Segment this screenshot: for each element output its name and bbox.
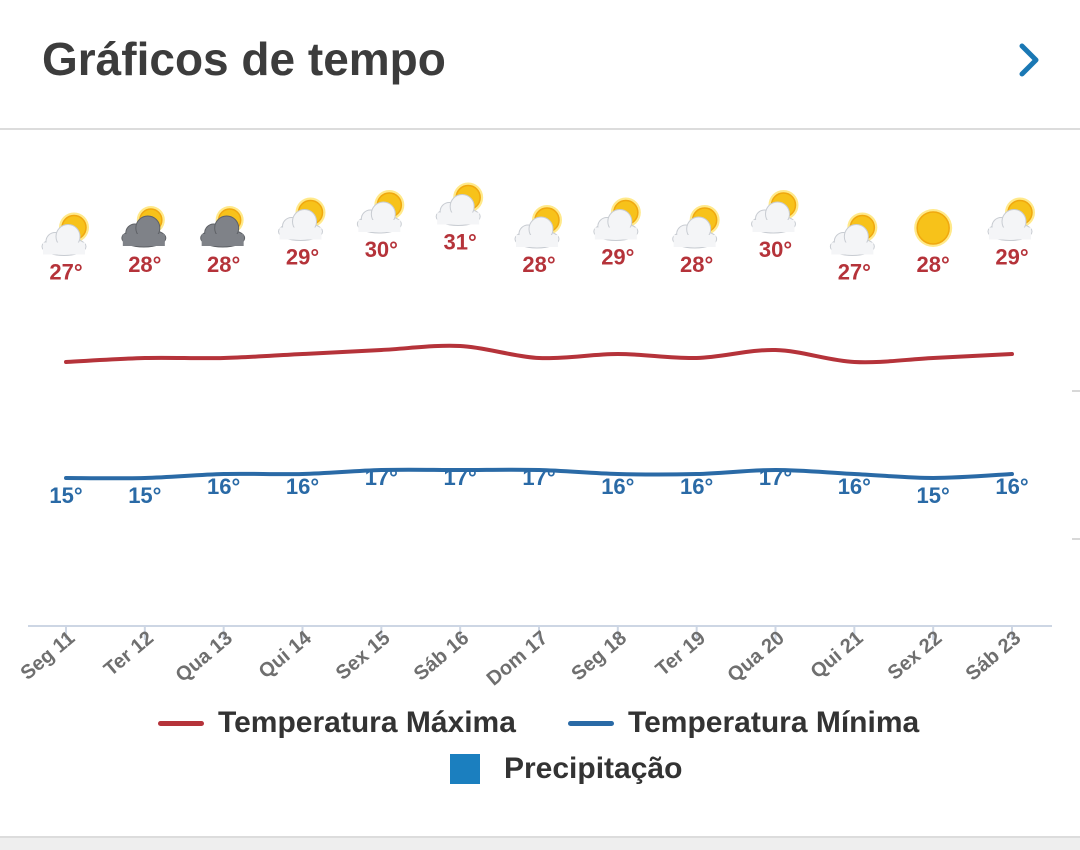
min-temp-label: 16° [995,474,1028,499]
min-temp-label: 16° [601,474,634,499]
max-temp-label: 28° [128,252,161,277]
x-tick-label: Qui 21 [807,627,868,683]
sun-icon [914,209,953,247]
max-temp-label: 29° [286,245,319,270]
legend-label-min: Temperatura Mínima [628,706,920,739]
max-temp-label: 31° [444,230,477,255]
max-temp-label: 28° [680,252,713,277]
series-line-min [64,467,1014,481]
temperature-chart: Seg 11 Ter 12 Qua 13 Qui 14 Sex 15 Sáb 16 Dom … [17,182,1052,690]
max-temp-label: 29° [601,245,634,270]
partly-cloudy-icon [672,205,720,249]
partly-cloudy-icon [987,197,1035,241]
min-temp-label: 15° [128,483,161,508]
min-temp-label: 16° [680,474,713,499]
x-tick-label: Qua 13 [172,627,237,687]
legend-item-min: Temperatura Mínima [568,706,919,740]
x-tick-label: Qua 20 [723,627,788,687]
min-temp-label: 17° [365,465,398,490]
partly-cloudy-icon [829,212,878,256]
header: Gráficos de tempo [0,0,1080,130]
x-tick-label: Dom 17 [483,627,552,690]
min-temp-label: 15° [917,483,950,508]
min-temp-label: 16° [286,474,319,499]
min-temp-label: 17° [759,465,792,490]
partly-cloudy-icon [435,182,484,226]
footer-divider [0,836,1080,850]
max-temp-label: 29° [995,245,1028,270]
partly-cloudy-icon [751,190,799,234]
side-mark [1072,390,1080,392]
x-tick-label: Ter 19 [652,627,710,681]
x-tick-label: Ter 12 [100,627,158,681]
page-title: Gráficos de tempo [42,33,446,85]
legend-label-precip: Precipitação [504,752,683,785]
legend-swatch-max [158,720,204,726]
partly-cloudy-icon [514,205,562,249]
max-temp-label: 28° [207,252,240,277]
partly-cloudy-icon [356,190,405,234]
side-mark [1072,538,1080,540]
max-temp-label: 28° [917,252,950,277]
max-temp-label: 30° [365,237,398,262]
min-temp-label: 15° [49,483,82,508]
x-tick-label: Sáb 16 [410,627,474,685]
legend-item-precip: Precipitação [450,752,682,786]
legend-swatch-precip [450,754,480,784]
series-line-max [64,343,1014,365]
x-tick-label: Qui 14 [255,626,317,683]
min-temp-label: 17° [522,465,555,490]
x-tick-label: Seg 18 [568,627,632,685]
partly-cloudy-icon [278,197,326,241]
chevron-right-icon[interactable] [1008,38,1048,82]
x-tick-label: Sáb 23 [962,627,1026,685]
legend-item-max: Temperatura Máxima [158,706,516,740]
min-temp-label: 16° [838,474,871,499]
max-temp-label: 28° [522,252,555,277]
cloud-icon [200,206,246,248]
min-temp-label: 17° [444,465,477,490]
partly-cloudy-icon [41,212,89,256]
partly-cloudy-icon [593,197,641,241]
legend: Temperatura Máxima Temperatura Mínima Pr… [0,700,1080,800]
x-tick-label: Sex 15 [332,627,395,685]
legend-swatch-min [568,720,614,726]
max-temp-label: 27° [838,260,871,285]
x-tick-label: Seg 11 [17,627,80,685]
max-temp-label: 30° [759,237,792,262]
x-tick-label: Sex 22 [884,627,947,685]
max-temp-label: 27° [49,260,82,285]
cloud-icon [121,206,167,248]
legend-label-max: Temperatura Máxima [218,706,516,739]
min-temp-label: 16° [207,474,240,499]
